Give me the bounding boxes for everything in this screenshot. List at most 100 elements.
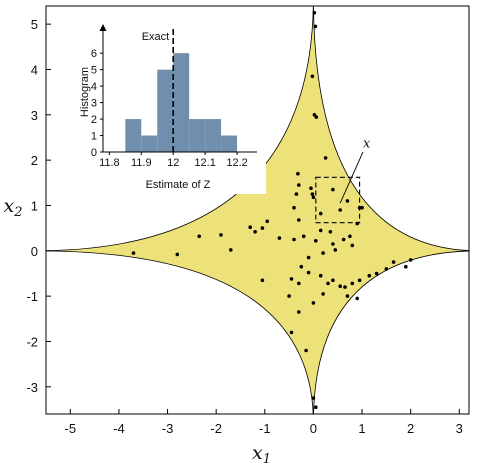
inset-y-tick-label: 6 — [91, 48, 97, 60]
scatter-point — [310, 74, 315, 79]
y-tick-label: -3 — [26, 380, 38, 395]
inset-y-tick-label: 5 — [91, 65, 97, 77]
scatter-point — [277, 236, 282, 240]
x-tick-label: -1 — [259, 421, 271, 436]
scatter-point — [296, 171, 300, 176]
scatter-point — [289, 330, 294, 335]
inset-y-tick-label: 2 — [91, 114, 97, 126]
scatter-point — [260, 278, 265, 283]
scatter-point — [299, 264, 304, 269]
x-tick-label: 3 — [456, 421, 463, 436]
scatter-point — [355, 296, 360, 301]
x-tick-label: -2 — [210, 421, 222, 436]
inset-bars — [125, 53, 238, 153]
y-axis-label-main: x — [4, 195, 15, 217]
scatter-point — [345, 199, 350, 203]
scatter-point — [309, 186, 313, 190]
scatter-point — [306, 255, 311, 260]
inset-y-tick-label: 1 — [91, 131, 97, 143]
y-tick-label: 5 — [31, 17, 38, 32]
x-axis-ticks: -5 -4 -3 -2 -1 0 1 2 3 — [65, 409, 463, 436]
inset-y-axis-label: Histogram — [79, 67, 91, 117]
scatter-point — [310, 192, 315, 196]
y-axis-label-sub: 2 — [13, 205, 22, 220]
scatter-point — [331, 242, 335, 246]
scatter-point — [367, 273, 372, 278]
scatter-point — [297, 310, 301, 314]
x-tick-label: -3 — [162, 421, 174, 436]
x-tick-label: 0 — [310, 421, 317, 436]
scatter-point — [341, 237, 346, 242]
scatter-point — [350, 281, 355, 286]
scatter-point — [289, 277, 294, 281]
zoom-box — [315, 176, 361, 224]
histogram-bar — [189, 119, 206, 152]
inset-y-tick-label: 0 — [91, 147, 97, 159]
histogram-bar — [125, 119, 142, 152]
scatter-point — [328, 230, 333, 234]
scatter-point — [292, 237, 296, 242]
plot-area: x — [46, 6, 469, 414]
inset-x-axis-label: Estimate of Z — [146, 179, 211, 191]
scatter-point — [306, 270, 311, 275]
scatter-point — [248, 225, 252, 229]
y-axis-ticks: -3 -2 -1 0 1 2 3 4 5 — [26, 17, 51, 395]
y-tick-label: 4 — [31, 62, 38, 77]
scatter-point — [294, 192, 299, 196]
scatter-point — [292, 205, 296, 210]
plot-frame — [45, 5, 470, 415]
x-tick-label: -5 — [65, 421, 77, 436]
x-axis-label-main: x — [252, 442, 263, 464]
scatter-point — [404, 264, 408, 269]
scatter-point — [311, 396, 316, 400]
annotation-pointer — [339, 151, 364, 204]
inset-y-tick-label: 4 — [91, 81, 97, 93]
scatter-point — [297, 183, 301, 187]
x-tick-label: -4 — [113, 421, 125, 436]
scatter-point — [350, 243, 355, 248]
scatter-point — [304, 348, 308, 353]
scatter-point — [338, 208, 343, 212]
scatter-point — [197, 234, 201, 239]
inset-x-tick-label: 12 — [167, 157, 179, 169]
x-tick-label: 2 — [407, 421, 414, 436]
y-tick-label: -2 — [26, 334, 38, 349]
annotation-label: x — [363, 136, 371, 151]
scatter-point — [360, 205, 364, 210]
y-tick-label: 0 — [31, 244, 38, 259]
scatter-point — [311, 301, 316, 305]
scatter-point — [313, 24, 318, 29]
scatter-point — [345, 294, 350, 298]
scatter-point — [297, 218, 301, 222]
scatter-point — [131, 251, 136, 255]
scatter-point — [333, 248, 338, 252]
y-tick-label: 2 — [31, 153, 38, 168]
scatter-point — [357, 278, 362, 283]
scatter-point — [391, 260, 396, 264]
x-tick-label: 1 — [358, 421, 365, 436]
inset-x-tick-label: 11.9 — [131, 157, 152, 169]
scatter-point — [343, 285, 347, 289]
feasible-region — [46, 6, 469, 414]
inset-y-axis-arrow — [99, 24, 107, 31]
scatter-point — [311, 195, 316, 200]
histogram-bar — [221, 135, 238, 152]
y-tick-label: -1 — [26, 289, 38, 304]
scatter-point — [175, 252, 180, 257]
scatter-point — [219, 233, 223, 237]
scatter-points — [131, 11, 413, 410]
inset-y-ticks: 0 1 2 3 4 5 6 — [91, 48, 103, 159]
scatter-point — [318, 228, 323, 233]
histogram-bar — [173, 53, 190, 153]
x-axis-label-sub: 1 — [263, 452, 271, 465]
scatter-point — [318, 273, 323, 278]
scatter-point — [348, 234, 352, 239]
scatter-point — [314, 405, 318, 410]
histogram-bar — [141, 135, 158, 152]
scatter-point — [229, 248, 233, 252]
scatter-point — [323, 156, 328, 160]
scatter-point — [321, 251, 325, 255]
scatter-point — [338, 284, 343, 289]
scatter-point — [260, 226, 265, 230]
